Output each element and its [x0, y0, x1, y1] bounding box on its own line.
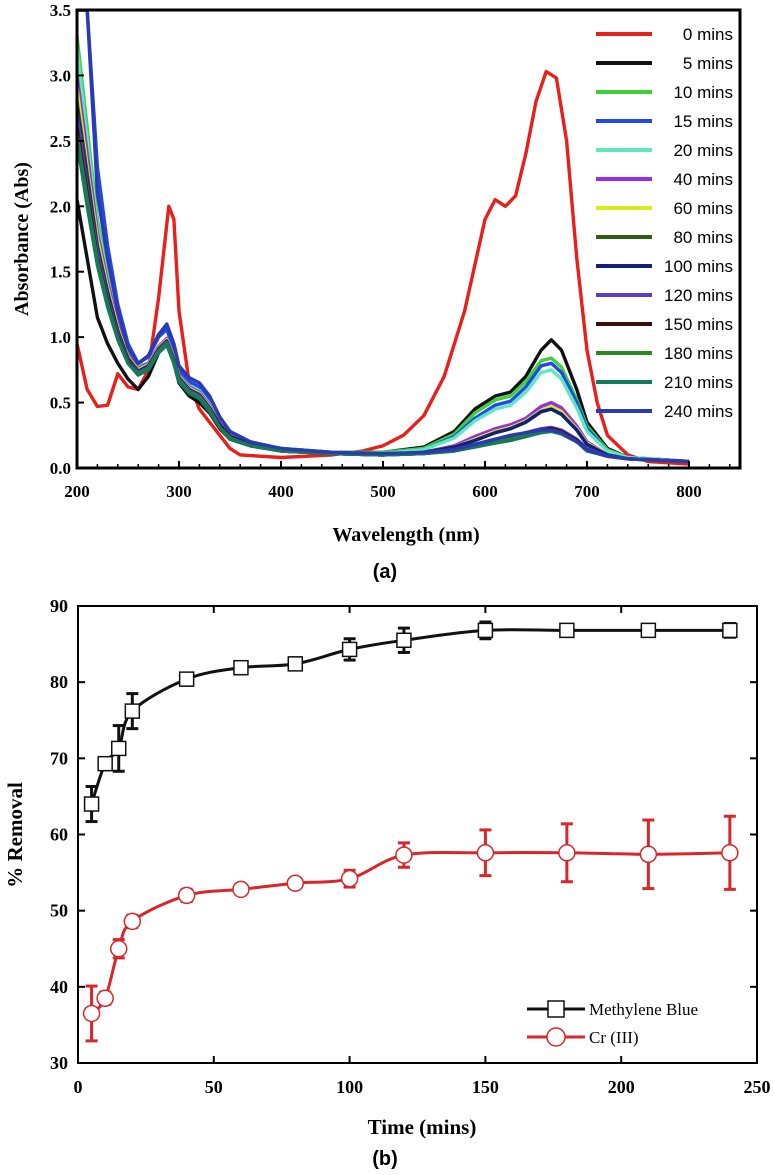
data-point-cr-iii [558, 844, 576, 862]
y-tick-label-50: 50 [50, 901, 68, 921]
panel-a-label: (a) [373, 561, 397, 583]
x-tick-label-250: 250 [744, 1077, 771, 1097]
legend-label-80-mins: 80 mins [673, 228, 733, 247]
data-point-cr-iii [395, 846, 413, 864]
panel-a-xlabel: Wavelength (nm) [332, 524, 479, 546]
x-tick-label-400: 400 [268, 482, 294, 501]
x-tick-label-200: 200 [64, 482, 90, 501]
y-tick-label-60: 60 [50, 825, 68, 845]
data-point-cr-iii [232, 880, 250, 899]
data-point-cr-iii [639, 845, 658, 864]
y-tick-label-1-5: 1.5 [50, 263, 71, 282]
data-point-methylene-blue [287, 656, 304, 672]
data-point-cr-iii [340, 869, 359, 888]
data-point-cr-iii [476, 844, 495, 862]
y-tick-label-0-5: 0.5 [50, 394, 71, 413]
y-tick-label-90: 90 [50, 596, 68, 616]
legend-label-0-mins: 0 mins [683, 25, 733, 44]
legend-label-120-mins: 120 mins [664, 286, 733, 305]
data-point-cr-iii [82, 1004, 101, 1023]
panel-a-series-group [77, 10, 690, 466]
y-tick-label-3-5: 3.5 [50, 1, 71, 20]
panel-b-series-group [82, 620, 739, 1043]
data-point-methylene-blue [559, 622, 575, 639]
legend-label-40-mins: 40 mins [673, 170, 733, 189]
x-tick-label-100: 100 [336, 1077, 363, 1097]
data-point-methylene-blue [124, 703, 141, 719]
series-line-100-mins [77, 107, 690, 464]
y-tick-label-1-0: 1.0 [50, 328, 71, 347]
legend-label-150-mins: 150 mins [664, 315, 733, 334]
data-point-methylene-blue [640, 622, 657, 639]
series-line-cr-iii [90, 850, 730, 1015]
data-point-methylene-blue [110, 740, 127, 757]
legend-label-210-mins: 210 mins [664, 373, 733, 392]
x-tick-label-500: 500 [370, 482, 396, 501]
x-tick-label-50: 50 [205, 1077, 223, 1097]
x-tick-label-800: 800 [676, 482, 702, 501]
legend-label-60-mins: 60 mins [673, 199, 733, 218]
data-point-methylene-blue [233, 659, 249, 676]
panel-b-ylabel: % Removal [3, 782, 27, 888]
data-point-methylene-blue [83, 796, 100, 812]
data-point-cr-iii [96, 989, 114, 1008]
data-point-methylene-blue [178, 671, 195, 687]
data-point-methylene-blue [97, 755, 113, 772]
panel-b-label: (b) [372, 1148, 398, 1170]
legend-label-methylene-blue: Methylene Blue [589, 1000, 698, 1019]
panel-b-removal-chart: 0 50 100 150 200 250 30 40 50 60 70 80 90 Methylene … [3, 596, 771, 1170]
data-point-methylene-blue [396, 632, 412, 649]
panel-b-axis-ticks: 0 50 100 150 200 250 30 40 50 60 70 80 90 [50, 596, 771, 1097]
data-point-cr-iii [177, 886, 196, 905]
y-tick-label-2-0: 2.0 [50, 197, 71, 216]
panel-a-ylabel: Absorbance (Abs) [11, 162, 33, 316]
legend-marker-cr-iii [546, 1027, 566, 1047]
legend-marker-methylene-blue [547, 1000, 565, 1018]
legend-label-15-mins: 15 mins [673, 112, 733, 131]
x-tick-label-600: 600 [472, 482, 498, 501]
data-point-cr-iii [721, 844, 739, 862]
y-tick-label-30: 30 [50, 1053, 68, 1073]
series-line-240-mins [77, 10, 690, 464]
panel-a-plot-frame [75, 8, 742, 470]
y-tick-label-2-5: 2.5 [50, 132, 71, 151]
panel-b-legend: Methylene Blue Cr (III) [527, 1000, 698, 1047]
panel-a-spectra-chart: 200 300 400 500 600 700 800 0.0 0.5 1.0 1.5 2.0 2.5 3… [11, 1, 742, 583]
legend-label-cr-iii: Cr (III) [589, 1028, 639, 1047]
legend-label-240-mins: 240 mins [664, 402, 733, 421]
series-line-210-mins [77, 140, 690, 464]
panel-a-axis-ticks: 200 300 400 500 600 700 800 0.0 0.5 1.0 1.5 2.0 2.5 3… [50, 1, 731, 501]
legend-label-5-mins: 5 mins [683, 54, 733, 73]
y-tick-label-80: 80 [50, 672, 68, 692]
x-tick-label-200: 200 [608, 1077, 635, 1097]
legend-label-20-mins: 20 mins [673, 141, 733, 160]
x-tick-label-300: 300 [166, 482, 192, 501]
series-line-methylene-blue [90, 628, 730, 805]
legend-label-10-mins: 10 mins [673, 83, 733, 102]
data-point-cr-iii [109, 940, 128, 958]
panel-a-legend: 0 mins 5 mins 10 mins 15 mins 20 mins 40 mins… [596, 25, 733, 421]
y-tick-label-40: 40 [50, 977, 68, 997]
legend-label-180-mins: 180 mins [664, 344, 733, 363]
y-tick-label-3-0: 3.0 [50, 66, 71, 85]
series-line-0-mins [77, 69, 690, 466]
legend-label-100-mins: 100 mins [664, 257, 733, 276]
data-point-methylene-blue [722, 622, 738, 639]
data-point-cr-iii [286, 874, 305, 892]
y-tick-label-70: 70 [50, 748, 68, 768]
data-point-cr-iii [123, 912, 142, 931]
y-tick-label-0-0: 0.0 [50, 459, 71, 478]
panel-b-xlabel: Time (mins) [368, 1115, 477, 1139]
data-point-methylene-blue [477, 622, 494, 639]
x-tick-label-0: 0 [74, 1077, 83, 1097]
x-tick-label-150: 150 [472, 1077, 499, 1097]
data-point-methylene-blue [341, 641, 358, 658]
x-tick-label-700: 700 [574, 482, 600, 501]
